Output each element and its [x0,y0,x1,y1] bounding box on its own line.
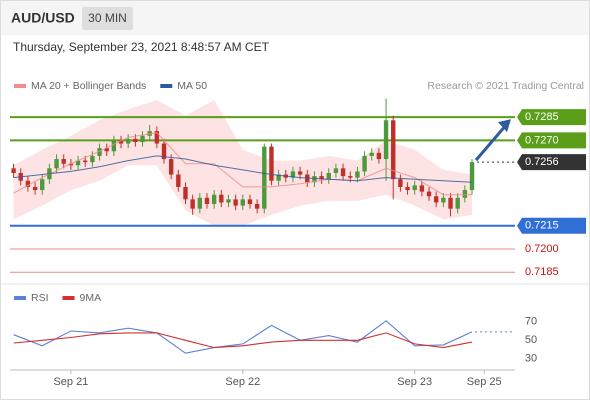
candle-body [154,131,160,144]
x-tick-label: Sep 25 [467,376,502,388]
candle-body [226,199,231,203]
legend-label: RSI [31,292,49,304]
interval-badge [82,7,133,30]
candle-body [68,163,74,166]
candle-body [290,171,296,178]
candle-body [297,171,303,175]
candle-body [204,197,210,205]
candle-body [276,174,281,181]
level-label: 0.7200 [525,243,559,255]
ma-line [13,155,473,183]
candle-body [376,152,382,160]
datetime: Thursday, September 23, 2021 8:48:57 AM … [13,40,270,54]
interval: 30 MIN [88,11,127,25]
x-tick-label: Sep 22 [225,376,260,388]
candle-body [391,120,396,180]
candle-body [75,160,81,166]
candle-body [161,143,167,160]
level-tag [517,132,586,149]
candle-body [326,172,331,180]
candle-body [398,179,403,187]
level-label: 0.7270 [525,134,559,146]
candle-body [412,185,417,191]
candle-body [419,185,425,192]
candle-body [383,120,389,160]
credit: Research © 2021 Trading Central [427,80,584,92]
candle-body [240,199,246,206]
candle-body [426,191,432,197]
level-label: 0.7215 [525,220,559,232]
legend-label: MA 50 [177,80,207,92]
legend-label: MA 20 + Bollinger Bands [31,80,146,92]
candle-body [125,138,131,144]
symbol: AUD/USD [11,10,75,26]
candle-body [190,199,195,209]
candle-body [441,197,446,203]
candle-body [90,155,95,163]
candle-body [211,194,217,205]
y-tick-label: 30 [525,353,537,365]
x-tick-label: Sep 21 [53,376,88,388]
candle-body [25,180,31,187]
bollinger-band [13,100,472,226]
candle-body [348,176,353,178]
legend-swatch [62,296,75,300]
candle-body [340,168,346,177]
level-tag [517,154,586,171]
ma-line [13,132,472,196]
candle-body [369,152,374,156]
legend-swatch [14,84,26,88]
level-label: 0.7256 [525,156,559,168]
candle-body [434,196,439,203]
candle-body [319,176,324,180]
candle-body [11,168,16,173]
candle-body [247,199,253,205]
candle-body [176,174,181,187]
candle-body [312,176,317,183]
level-label: 0.7285 [525,111,559,123]
candle-body [32,186,38,191]
legend-label: 9MA [80,292,102,304]
candle-body [61,159,66,164]
candle-body [333,168,339,173]
candle-body [168,159,174,175]
candle-body [219,194,224,203]
level-tag [517,217,586,234]
x-tick-label: Sep 23 [397,376,432,388]
candle-body [104,148,109,152]
candle-body [262,146,267,209]
candle-body [269,146,274,181]
indicator-line [13,332,473,349]
indicator-line [13,320,473,354]
candle-body [54,159,59,169]
legend-swatch [160,84,173,88]
forecast-arrow [474,124,508,162]
candle-body [233,199,238,206]
candle-body [405,186,410,191]
legend-swatch [14,296,26,300]
candle-body [197,197,203,209]
candle-body [448,197,453,209]
candle-body [118,140,124,144]
candle-body [97,148,102,156]
forecast-arrowhead [498,119,511,133]
candle-body [362,155,367,172]
candle-body [133,138,138,142]
candle-body [254,204,260,209]
level-tag [517,109,586,126]
candle-body [111,140,117,152]
candle-body [140,135,145,142]
candle-body [40,179,45,191]
candle-body [183,186,188,200]
y-tick-label: 50 [525,334,537,346]
candle-body [83,160,88,163]
level-label: 0.7185 [525,266,559,278]
candle-body [462,190,468,198]
candle-body [469,162,475,191]
y-tick-label: 70 [525,316,537,328]
candle-body [355,171,360,178]
candle-body [455,197,460,209]
